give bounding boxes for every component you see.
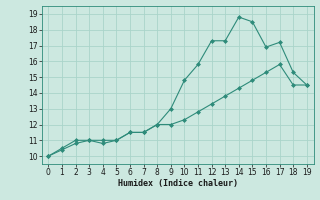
X-axis label: Humidex (Indice chaleur): Humidex (Indice chaleur) [118, 179, 237, 188]
